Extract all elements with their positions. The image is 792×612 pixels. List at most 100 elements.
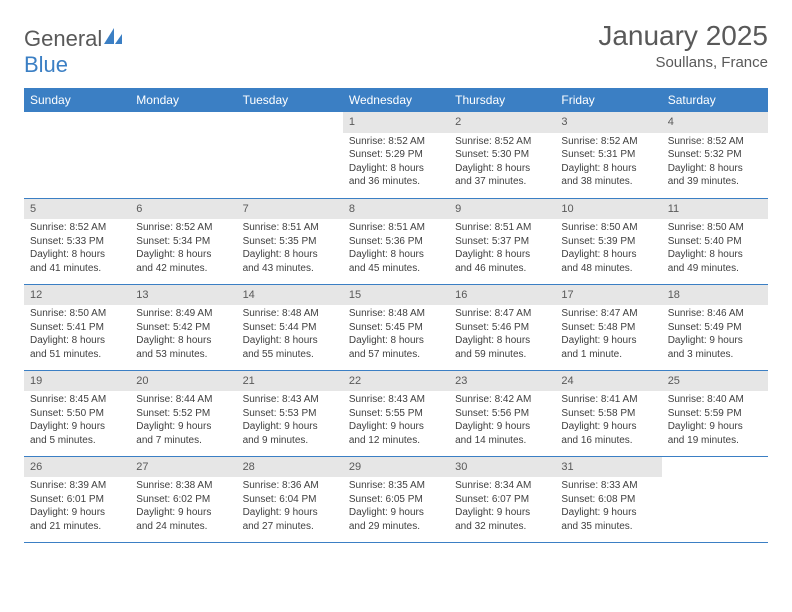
daylight: Daylight: 9 hours and 1 minute. [561, 334, 655, 361]
day-number: 27 [130, 457, 236, 478]
sunset: Sunset: 5:35 PM [243, 235, 337, 249]
sunset: Sunset: 5:50 PM [30, 407, 124, 421]
sunset: Sunset: 5:37 PM [455, 235, 549, 249]
calendar-cell [24, 112, 130, 198]
daylight: Daylight: 9 hours and 21 minutes. [30, 506, 124, 533]
day-content: Sunrise: 8:44 AMSunset: 5:52 PMDaylight:… [130, 391, 236, 451]
day-content: Sunrise: 8:47 AMSunset: 5:48 PMDaylight:… [555, 305, 661, 365]
day-content: Sunrise: 8:45 AMSunset: 5:50 PMDaylight:… [24, 391, 130, 451]
calendar-cell: 16Sunrise: 8:47 AMSunset: 5:46 PMDayligh… [449, 284, 555, 370]
sunset: Sunset: 5:59 PM [668, 407, 762, 421]
day-number [662, 457, 768, 478]
sunrise: Sunrise: 8:41 AM [561, 393, 655, 407]
location: Soullans, France [598, 54, 768, 71]
calendar-week: 5Sunrise: 8:52 AMSunset: 5:33 PMDaylight… [24, 198, 768, 284]
day-number: 12 [24, 285, 130, 306]
weekday-header: Sunday [24, 88, 130, 112]
sunset: Sunset: 5:49 PM [668, 321, 762, 335]
calendar-cell: 19Sunrise: 8:45 AMSunset: 5:50 PMDayligh… [24, 370, 130, 456]
sunrise: Sunrise: 8:43 AM [349, 393, 443, 407]
day-number: 9 [449, 199, 555, 220]
day-content: Sunrise: 8:41 AMSunset: 5:58 PMDaylight:… [555, 391, 661, 451]
weekday-row: SundayMondayTuesdayWednesdayThursdayFrid… [24, 88, 768, 112]
day-number: 21 [237, 371, 343, 392]
calendar-cell: 15Sunrise: 8:48 AMSunset: 5:45 PMDayligh… [343, 284, 449, 370]
weekday-header: Thursday [449, 88, 555, 112]
daylight: Daylight: 8 hours and 38 minutes. [561, 162, 655, 189]
calendar-cell [130, 112, 236, 198]
daylight: Daylight: 8 hours and 42 minutes. [136, 248, 230, 275]
day-number: 30 [449, 457, 555, 478]
day-number: 1 [343, 112, 449, 133]
sunset: Sunset: 6:07 PM [455, 493, 549, 507]
day-number: 5 [24, 199, 130, 220]
day-number: 13 [130, 285, 236, 306]
daylight: Daylight: 8 hours and 55 minutes. [243, 334, 337, 361]
day-number: 3 [555, 112, 661, 133]
calendar-cell: 11Sunrise: 8:50 AMSunset: 5:40 PMDayligh… [662, 198, 768, 284]
sunset: Sunset: 5:33 PM [30, 235, 124, 249]
sunrise: Sunrise: 8:51 AM [455, 221, 549, 235]
calendar-cell: 18Sunrise: 8:46 AMSunset: 5:49 PMDayligh… [662, 284, 768, 370]
sunrise: Sunrise: 8:33 AM [561, 479, 655, 493]
day-number: 15 [343, 285, 449, 306]
calendar-cell: 21Sunrise: 8:43 AMSunset: 5:53 PMDayligh… [237, 370, 343, 456]
weekday-header: Saturday [662, 88, 768, 112]
day-content: Sunrise: 8:47 AMSunset: 5:46 PMDaylight:… [449, 305, 555, 365]
day-content: Sunrise: 8:46 AMSunset: 5:49 PMDaylight:… [662, 305, 768, 365]
day-number [237, 112, 343, 133]
calendar-cell: 26Sunrise: 8:39 AMSunset: 6:01 PMDayligh… [24, 456, 130, 542]
brand-logo: General Blue [24, 26, 124, 78]
daylight: Daylight: 9 hours and 19 minutes. [668, 420, 762, 447]
day-number: 10 [555, 199, 661, 220]
calendar-cell: 7Sunrise: 8:51 AMSunset: 5:35 PMDaylight… [237, 198, 343, 284]
sunrise: Sunrise: 8:36 AM [243, 479, 337, 493]
sunset: Sunset: 6:04 PM [243, 493, 337, 507]
sunset: Sunset: 5:41 PM [30, 321, 124, 335]
daylight: Daylight: 9 hours and 5 minutes. [30, 420, 124, 447]
calendar-cell: 29Sunrise: 8:35 AMSunset: 6:05 PMDayligh… [343, 456, 449, 542]
daylight: Daylight: 8 hours and 37 minutes. [455, 162, 549, 189]
calendar-cell: 13Sunrise: 8:49 AMSunset: 5:42 PMDayligh… [130, 284, 236, 370]
title-block: January 2025 Soullans, France [598, 20, 768, 71]
day-number: 16 [449, 285, 555, 306]
day-number: 23 [449, 371, 555, 392]
calendar-cell: 30Sunrise: 8:34 AMSunset: 6:07 PMDayligh… [449, 456, 555, 542]
day-number: 20 [130, 371, 236, 392]
sunrise: Sunrise: 8:50 AM [561, 221, 655, 235]
calendar-body: 1Sunrise: 8:52 AMSunset: 5:29 PMDaylight… [24, 112, 768, 542]
day-number: 22 [343, 371, 449, 392]
daylight: Daylight: 8 hours and 53 minutes. [136, 334, 230, 361]
day-number: 2 [449, 112, 555, 133]
sunrise: Sunrise: 8:47 AM [455, 307, 549, 321]
calendar-cell: 17Sunrise: 8:47 AMSunset: 5:48 PMDayligh… [555, 284, 661, 370]
day-number: 28 [237, 457, 343, 478]
day-number: 6 [130, 199, 236, 220]
sail-icon [104, 26, 124, 51]
day-content: Sunrise: 8:35 AMSunset: 6:05 PMDaylight:… [343, 477, 449, 537]
weekday-header: Friday [555, 88, 661, 112]
day-number: 17 [555, 285, 661, 306]
day-content: Sunrise: 8:40 AMSunset: 5:59 PMDaylight:… [662, 391, 768, 451]
calendar-table: SundayMondayTuesdayWednesdayThursdayFrid… [24, 88, 768, 543]
day-content: Sunrise: 8:34 AMSunset: 6:07 PMDaylight:… [449, 477, 555, 537]
sunset: Sunset: 6:01 PM [30, 493, 124, 507]
calendar-cell: 14Sunrise: 8:48 AMSunset: 5:44 PMDayligh… [237, 284, 343, 370]
day-content: Sunrise: 8:51 AMSunset: 5:35 PMDaylight:… [237, 219, 343, 279]
day-number: 31 [555, 457, 661, 478]
day-number: 4 [662, 112, 768, 133]
daylight: Daylight: 8 hours and 49 minutes. [668, 248, 762, 275]
sunrise: Sunrise: 8:51 AM [349, 221, 443, 235]
brand-text: General Blue [24, 26, 124, 78]
calendar-cell: 2Sunrise: 8:52 AMSunset: 5:30 PMDaylight… [449, 112, 555, 198]
calendar-cell: 24Sunrise: 8:41 AMSunset: 5:58 PMDayligh… [555, 370, 661, 456]
calendar-head: SundayMondayTuesdayWednesdayThursdayFrid… [24, 88, 768, 112]
sunset: Sunset: 5:34 PM [136, 235, 230, 249]
day-number: 11 [662, 199, 768, 220]
calendar-cell: 23Sunrise: 8:42 AMSunset: 5:56 PMDayligh… [449, 370, 555, 456]
sunset: Sunset: 5:31 PM [561, 148, 655, 162]
daylight: Daylight: 9 hours and 14 minutes. [455, 420, 549, 447]
calendar-cell: 1Sunrise: 8:52 AMSunset: 5:29 PMDaylight… [343, 112, 449, 198]
daylight: Daylight: 9 hours and 29 minutes. [349, 506, 443, 533]
daylight: Daylight: 9 hours and 32 minutes. [455, 506, 549, 533]
